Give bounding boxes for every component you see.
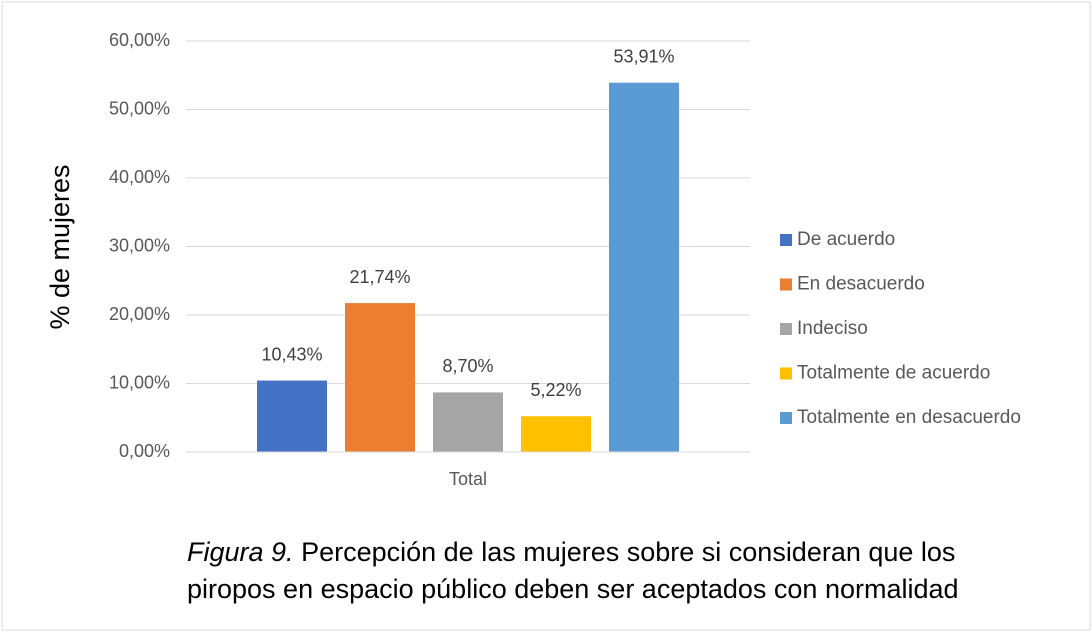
bar: [257, 380, 327, 452]
data-label: 5,22%: [530, 380, 581, 400]
legend-swatch: [780, 234, 792, 246]
caption-label: Figura 9.: [187, 537, 294, 567]
y-tick-label: 30,00%: [109, 235, 170, 255]
x-tick-label: Total: [449, 469, 487, 489]
legend-swatch: [780, 412, 792, 424]
legend-swatch: [780, 367, 792, 380]
bar: [433, 392, 503, 452]
legend-swatch: [780, 278, 792, 291]
legend-label: Totalmente en desacuerdo: [797, 407, 1021, 428]
legend-swatch: [780, 323, 792, 335]
data-label: 53,91%: [613, 46, 674, 66]
y-axis-label: % de mujeres: [45, 164, 75, 329]
caption: Figura 9. Percepción de las mujeres sobr…: [187, 534, 1047, 608]
legend-label: De acuerdo: [797, 229, 895, 250]
legend-label: Indeciso: [797, 318, 868, 339]
legend-label: En desacuerdo: [797, 274, 925, 295]
y-tick-label: 10,00%: [109, 372, 170, 392]
bar: [521, 416, 591, 452]
bar: [345, 303, 415, 452]
y-tick-label: 60,00%: [109, 30, 170, 50]
y-tick-label: 0,00%: [119, 441, 170, 461]
y-tick-label: 50,00%: [109, 98, 170, 118]
legend-label: Totalmente de acuerdo: [797, 363, 990, 384]
bar: [609, 82, 679, 453]
data-label: 10,43%: [261, 344, 322, 364]
data-label: 21,74%: [349, 267, 410, 287]
data-label: 8,70%: [442, 356, 493, 376]
y-tick-label: 40,00%: [109, 167, 170, 187]
y-tick-label: 20,00%: [109, 304, 170, 324]
caption-text: Percepción de las mujeres sobre si consi…: [187, 537, 959, 604]
